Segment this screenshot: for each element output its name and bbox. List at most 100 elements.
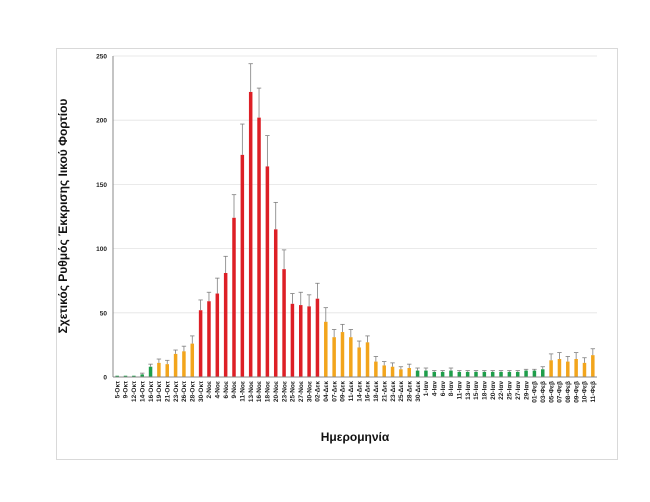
error-bar xyxy=(140,372,145,375)
y-tick-label: 100 xyxy=(96,246,107,253)
error-bar xyxy=(323,307,328,322)
error-bar xyxy=(331,329,337,338)
error-bar xyxy=(315,282,320,299)
bar xyxy=(223,272,228,377)
error-bar xyxy=(398,366,404,370)
bar xyxy=(207,301,211,377)
x-tick-label: 13-Νοε xyxy=(248,381,255,402)
x-tick-label: 11-Φεβ xyxy=(590,381,597,402)
bar xyxy=(415,370,420,377)
bar xyxy=(190,343,195,377)
x-tick-label: 30-Δεκ xyxy=(415,381,422,402)
x-tick-label: 30-Νοε xyxy=(306,381,313,402)
bar xyxy=(457,371,462,377)
bar xyxy=(582,362,587,377)
x-tick-label: 2-Νοε xyxy=(206,381,213,399)
bar xyxy=(257,117,261,377)
x-tick-label: 18-Ιαν xyxy=(482,381,489,400)
bar xyxy=(399,369,403,377)
x-tick-label: 1-Ιαν xyxy=(423,381,430,397)
error-bar xyxy=(240,123,245,155)
error-bar xyxy=(532,368,537,371)
bar xyxy=(357,347,361,377)
x-tick-label: 5-Οκτ xyxy=(114,381,121,398)
error-bar xyxy=(407,363,412,369)
error-bar xyxy=(356,340,362,348)
error-bar xyxy=(440,370,445,372)
bar xyxy=(557,359,562,377)
error-bar xyxy=(423,367,429,371)
error-bar xyxy=(273,201,278,230)
error-bar xyxy=(181,345,187,352)
x-tick-label: 21-Οκτ xyxy=(164,381,171,402)
x-tick-label: 11-Νοε xyxy=(240,381,247,402)
y-tick-label: 150 xyxy=(96,182,107,189)
bar xyxy=(465,371,470,377)
x-tick-label: 4-Ιαν xyxy=(431,381,438,397)
bar xyxy=(541,369,545,377)
error-bar xyxy=(148,363,153,367)
error-bar xyxy=(465,370,470,372)
bar xyxy=(440,371,445,377)
bar xyxy=(165,364,169,377)
bar xyxy=(566,361,570,377)
bar xyxy=(374,361,378,377)
bar xyxy=(474,371,478,377)
x-tick-label: 09-Φεβ xyxy=(573,381,580,403)
error-bar xyxy=(173,349,178,354)
x-tick-label: 26-Οκτ xyxy=(181,381,188,402)
x-tick-label: 13-Ιαν xyxy=(465,381,472,400)
x-tick-label: 11-Δεκ xyxy=(348,381,355,402)
x-tick-label: 28-Δεκ xyxy=(406,381,413,402)
error-bar xyxy=(298,291,303,306)
bar xyxy=(173,353,178,377)
bar xyxy=(591,355,595,377)
x-tick-label: 01-Φεβ xyxy=(532,381,539,403)
bar xyxy=(324,321,328,377)
error-bar xyxy=(540,366,545,370)
x-tick-label: 27-Νοε xyxy=(298,381,305,402)
x-tick-label: 6-Νοε xyxy=(223,381,230,399)
error-bar xyxy=(590,348,596,356)
bar xyxy=(198,310,203,377)
bar xyxy=(265,166,270,377)
error-bar xyxy=(365,335,370,343)
bar xyxy=(282,269,286,377)
error-bar xyxy=(156,358,162,363)
bar xyxy=(157,362,161,377)
x-tick-label: 27-Ιαν xyxy=(515,381,522,400)
bar xyxy=(574,359,578,377)
bar xyxy=(490,371,495,377)
x-tick-label: 25-Ιαν xyxy=(507,381,514,400)
x-tick-label: 04-Δεκ xyxy=(323,381,330,402)
error-bar xyxy=(248,63,253,92)
bar xyxy=(273,229,278,377)
error-bar xyxy=(482,370,487,372)
bar xyxy=(432,371,437,377)
x-tick-label: 23-Νοε xyxy=(281,381,288,402)
x-tick-label: 22-Ιαν xyxy=(498,381,505,400)
x-tick-label: 20-Νοε xyxy=(273,381,280,402)
x-tick-label: 14-Οκτ xyxy=(139,381,146,402)
error-bar xyxy=(348,329,354,338)
error-bar xyxy=(473,370,479,372)
error-bar xyxy=(415,367,420,371)
x-tick-label: 30-Οκτ xyxy=(198,381,205,402)
error-bar xyxy=(565,356,570,362)
bars xyxy=(115,91,595,378)
x-tick-label: 4-Νοε xyxy=(215,381,222,399)
chart-frame xyxy=(56,48,618,460)
bar xyxy=(340,332,345,377)
y-axis-ticks: 0 50 100 150 200 250 xyxy=(96,54,107,382)
error-bar xyxy=(382,361,387,366)
x-tick-label: 19-Οκτ xyxy=(156,381,163,402)
error-bar xyxy=(515,370,520,372)
x-tick-label: 16-Νοε xyxy=(256,381,263,402)
x-tick-label: 11-Ιαν xyxy=(457,381,464,400)
error-bar xyxy=(231,194,237,218)
x-tick-label: 25-Νοε xyxy=(290,381,297,402)
bar xyxy=(390,366,395,377)
error-bar xyxy=(573,352,579,360)
bar xyxy=(524,370,528,377)
